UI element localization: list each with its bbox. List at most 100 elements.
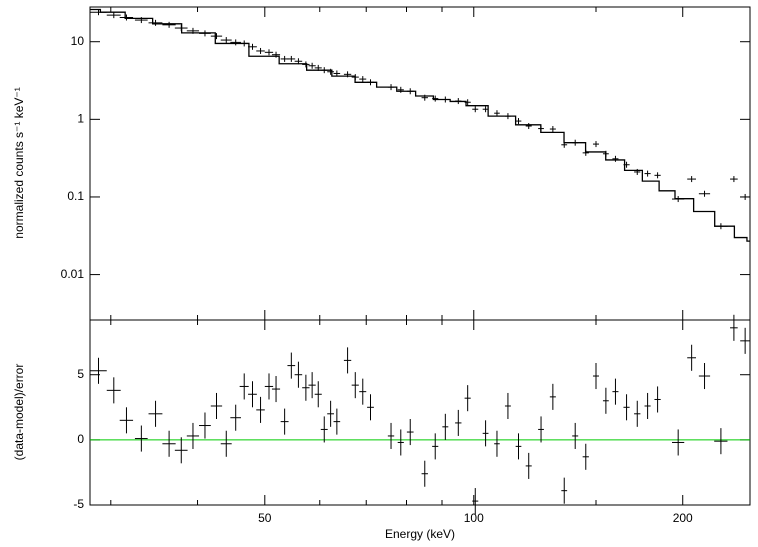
y-tick-label: 0.01 (61, 267, 85, 281)
data-point (271, 51, 281, 58)
residual-point (359, 378, 367, 405)
data-point (106, 12, 121, 19)
residual-point (314, 381, 322, 408)
data-point (162, 21, 176, 28)
top-frame (89, 6, 751, 321)
data-point (602, 150, 609, 157)
data-point (220, 37, 232, 44)
residual-point (397, 429, 404, 456)
data-point (264, 49, 274, 56)
residual-point (561, 477, 568, 504)
x-tick-label: 100 (464, 511, 484, 525)
data-point (482, 106, 489, 113)
residual-point (538, 416, 544, 443)
residual-point (421, 460, 428, 487)
residual-point (239, 373, 249, 400)
residual-point (644, 392, 651, 420)
data-point (442, 96, 449, 103)
data-point (314, 64, 322, 71)
residual-point (482, 420, 489, 447)
residual-point (302, 374, 310, 401)
data-point (343, 71, 352, 78)
residual-point (174, 437, 188, 464)
residual-point (634, 400, 641, 427)
data-point (287, 55, 296, 62)
data-point (294, 58, 303, 65)
residual-point (351, 372, 359, 399)
residual-point (162, 430, 176, 457)
data-point (634, 168, 641, 175)
data-point (199, 30, 211, 37)
data-point (186, 27, 200, 34)
data-point (671, 196, 685, 203)
residual-point (730, 314, 738, 341)
data-point (549, 126, 556, 133)
residual-point (248, 381, 257, 408)
data-point (623, 161, 630, 168)
residual-point (343, 347, 352, 374)
data-point (561, 141, 568, 148)
residual-point (280, 408, 289, 435)
data-point (612, 155, 619, 162)
bottom-frame (89, 319, 751, 506)
residual-point (432, 433, 439, 460)
data-point (351, 74, 359, 81)
y-axis-label: normalized counts s⁻¹ keV⁻¹ (12, 87, 26, 238)
residual-point (320, 416, 328, 443)
residual-point (264, 373, 274, 400)
residual-point (671, 429, 685, 456)
residual-point (549, 383, 556, 410)
residual-point (367, 394, 374, 421)
residual-point (186, 422, 200, 449)
x-axis-label: Energy (keV) (385, 527, 455, 541)
residual-point (327, 400, 334, 427)
residual-point (90, 357, 107, 384)
data-point (359, 76, 367, 83)
data-point (280, 55, 289, 62)
data-point (572, 139, 579, 146)
data-point (464, 99, 471, 106)
residual-point (119, 407, 134, 434)
data-point (654, 172, 661, 179)
residual-point (271, 376, 281, 403)
residual-point (442, 413, 449, 440)
y-tick-label: -5 (73, 497, 84, 511)
data-point (248, 43, 257, 50)
residual-point (220, 430, 232, 457)
residual-point (134, 425, 148, 452)
residual-point (494, 430, 500, 457)
y-tick-label: 5 (77, 367, 84, 381)
data-point (494, 110, 500, 117)
residual-point (210, 392, 223, 420)
data-point (538, 125, 544, 132)
data-point (472, 106, 479, 113)
residual-point (294, 361, 303, 388)
data-point (174, 25, 188, 32)
residual-point (515, 433, 522, 460)
data-point (367, 79, 374, 86)
residual-point (740, 327, 750, 354)
y-axis-label: (data-model)/error (12, 364, 26, 461)
residual-point (387, 422, 395, 449)
data-point (119, 14, 134, 21)
data-point (256, 47, 265, 54)
data-point (333, 70, 341, 77)
residual-point (602, 387, 609, 414)
data-point (504, 113, 511, 120)
data-point (644, 170, 651, 177)
y-tick-label: 1 (77, 112, 84, 126)
residual-point (287, 352, 296, 379)
residual-point (455, 409, 462, 436)
data-point (730, 176, 738, 183)
data-point (230, 39, 241, 46)
data-point (387, 84, 395, 91)
data-point (421, 94, 428, 101)
data-point (148, 19, 163, 26)
residual-point (199, 412, 211, 439)
data-point (397, 86, 404, 93)
residual-point (148, 400, 163, 427)
data-point (302, 61, 310, 68)
residual-point (592, 362, 599, 390)
